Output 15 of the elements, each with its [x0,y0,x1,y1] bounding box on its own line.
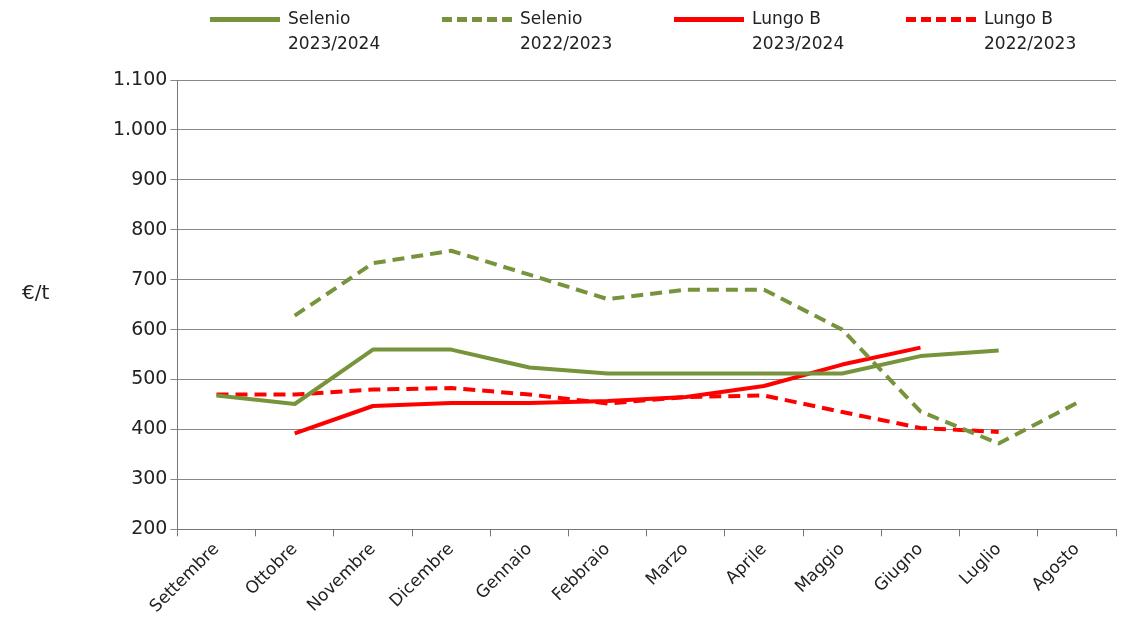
y-tick-label: 600 [131,316,168,339]
legend-label: Lungo B 2022/2023 [984,7,1078,55]
y-tick-label: 1.000 [112,116,168,139]
y-axis-title: €/t [22,280,50,304]
y-tick-label: 700 [131,266,168,289]
y-tick-label: 1.100 [112,66,168,89]
y-tick-label: 300 [131,466,168,489]
legend-label: Selenio 2022/2023 [520,7,614,55]
y-tick-label: 900 [131,166,168,189]
y-tick-label: 800 [131,216,168,239]
y-tick-label: 200 [131,516,168,539]
legend-label: Selenio 2023/2024 [288,7,382,55]
y-tick-label: 500 [131,366,168,389]
y-tick-label: 400 [131,416,168,439]
legend-label: Lungo B 2023/2024 [752,7,846,55]
